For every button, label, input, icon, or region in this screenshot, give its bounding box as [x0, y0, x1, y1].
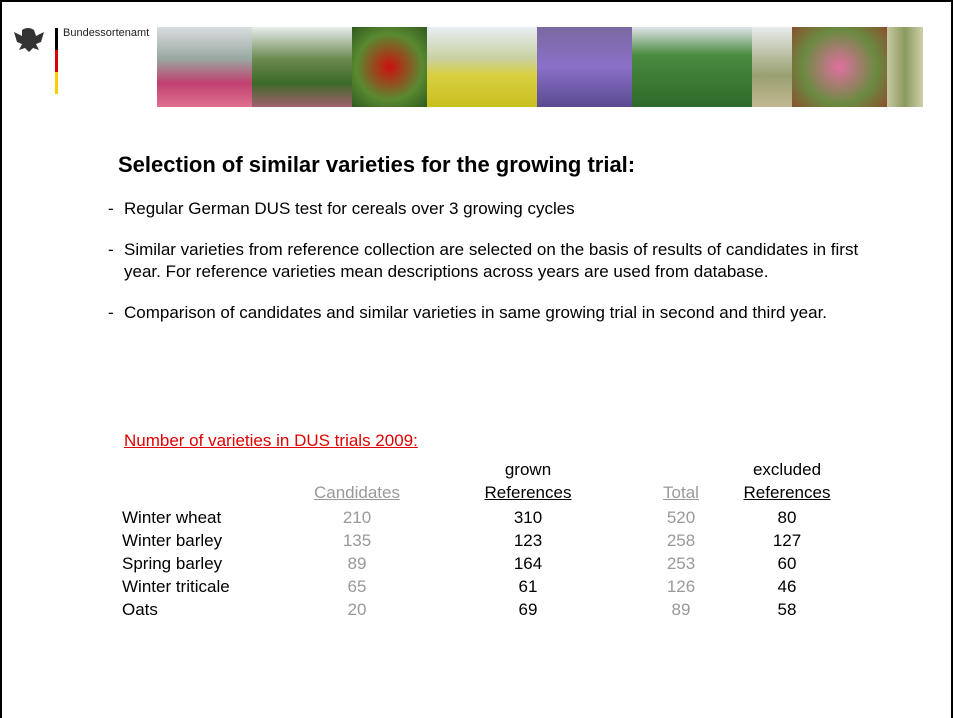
logo	[8, 26, 68, 96]
bullet-text: Regular German DUS test for cereals over…	[124, 198, 575, 220]
header-cell: Candidates	[300, 481, 414, 504]
table-value: 60	[720, 552, 854, 575]
table-value: 20	[300, 598, 414, 621]
header-text: References	[744, 483, 831, 502]
row-label: Winter wheat	[122, 506, 302, 529]
table-value: 65	[300, 575, 414, 598]
table-caption: Number of varieties in DUS trials 2009:	[124, 431, 418, 451]
org-name: Bundessortenamt	[63, 27, 149, 39]
table-value: 80	[720, 506, 854, 529]
table-value: 89	[300, 552, 414, 575]
row-label: Winter barley	[122, 529, 302, 552]
table-value: 126	[642, 575, 720, 598]
header-cell: References	[720, 481, 854, 504]
header-text: excluded	[753, 460, 821, 479]
table-value: 210	[300, 506, 414, 529]
bullet-marker: -	[108, 239, 124, 283]
header-text: References	[485, 483, 572, 502]
table-value: 164	[414, 552, 642, 575]
table-value: 127	[720, 529, 854, 552]
slide: Bundessortenamt Selection of similar var…	[0, 0, 953, 718]
slide-title: Selection of similar varieties for the g…	[118, 152, 635, 178]
table-value: 520	[642, 506, 720, 529]
bullet: -Similar varieties from reference collec…	[108, 239, 898, 283]
table-value: 61	[414, 575, 642, 598]
table-value: 253	[642, 552, 720, 575]
row-label: Winter triticale	[122, 575, 302, 598]
photo-strip	[157, 27, 923, 107]
bullet-text: Comparison of candidates and similar var…	[124, 302, 827, 324]
header-cell: References	[414, 481, 642, 504]
table-value: 69	[414, 598, 642, 621]
bullet-list: -Regular German DUS test for cereals ove…	[108, 198, 898, 343]
header-text: Total	[663, 483, 699, 502]
bullet-marker: -	[108, 302, 124, 324]
header-cell: Total	[642, 481, 720, 504]
header-cell: excluded	[720, 458, 854, 481]
header-text: grown	[505, 460, 551, 479]
row-label: Oats	[122, 598, 302, 621]
header-text: Candidates	[314, 483, 400, 502]
bullet-marker: -	[108, 198, 124, 220]
bullet-text: Similar varieties from reference collect…	[124, 239, 898, 283]
bullet: -Regular German DUS test for cereals ove…	[108, 198, 898, 220]
table-value: 258	[642, 529, 720, 552]
row-label: Spring barley	[122, 552, 302, 575]
table-value: 135	[300, 529, 414, 552]
bullet: -Comparison of candidates and similar va…	[108, 302, 898, 324]
table-value: 58	[720, 598, 854, 621]
table-value: 46	[720, 575, 854, 598]
table-value: 123	[414, 529, 642, 552]
table-value: 89	[642, 598, 720, 621]
header-cell: grown	[414, 458, 642, 481]
table-value: 310	[414, 506, 642, 529]
